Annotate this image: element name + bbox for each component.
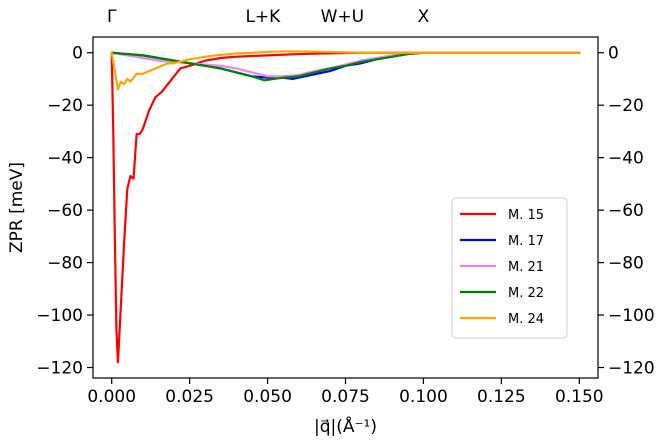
y-tick-label-right: −60 [608, 201, 644, 221]
y-tick-label-left: −60 [47, 201, 83, 221]
x-axis-label: |q⃗|(Å⁻¹) [314, 415, 377, 437]
y-tick-label-right: 0 [608, 44, 619, 64]
x-tick-label: 0.000 [87, 387, 136, 407]
y-tick-label-left: 0 [72, 44, 83, 64]
high-symmetry-label: X [418, 7, 430, 27]
series-layer [110, 50, 581, 364]
legend-label: M. 21 [508, 260, 544, 275]
axes-layer: 0.000 0.025 0.050 0.075 0.100 0.125 0.150 0 0 −20… [36, 36, 655, 407]
legend-box [451, 197, 568, 339]
high-symmetry-label: L+K [245, 7, 281, 27]
high-symmetry-label: W+U [321, 7, 365, 27]
y-tick-label-left: −80 [47, 254, 83, 274]
series-line-2 [110, 51, 581, 78]
legend-label: M. 17 [508, 234, 544, 249]
series-line-4 [110, 50, 581, 91]
y-tick-label-left: −120 [36, 359, 83, 379]
y-tick-label-right: −20 [608, 96, 644, 116]
high-symmetry-label: Γ [107, 7, 117, 27]
legend-label: M. 22 [508, 286, 544, 301]
x-tick-label: 0.025 [165, 387, 214, 407]
legend: M. 15 M. 17 M. 21 M. 22 M. 24 [451, 197, 568, 339]
x-tick-label: 0.075 [321, 387, 370, 407]
y-tick-label-right: −100 [608, 306, 655, 326]
x-tick-label: 0.050 [243, 387, 292, 407]
y-tick-label-right: −40 [608, 149, 644, 169]
high-symmetry-labels: Γ L+K W+U X [107, 7, 430, 27]
series-line-3 [110, 51, 581, 82]
x-tick-label: 0.100 [399, 387, 448, 407]
y-tick-label-left: −100 [36, 306, 83, 326]
x-tick-label: 0.125 [477, 387, 526, 407]
y-tick-label-right: −120 [608, 359, 655, 379]
x-tick-label: 0.150 [555, 387, 604, 407]
series-line-0 [110, 51, 581, 364]
y-tick-label-right: −80 [608, 254, 644, 274]
y-axis-label: ZPR [meV] [7, 162, 27, 253]
legend-label: M. 24 [508, 312, 544, 327]
legend-label: M. 15 [508, 208, 544, 223]
y-tick-label-left: −20 [47, 96, 83, 116]
y-tick-label-left: −40 [47, 149, 83, 169]
